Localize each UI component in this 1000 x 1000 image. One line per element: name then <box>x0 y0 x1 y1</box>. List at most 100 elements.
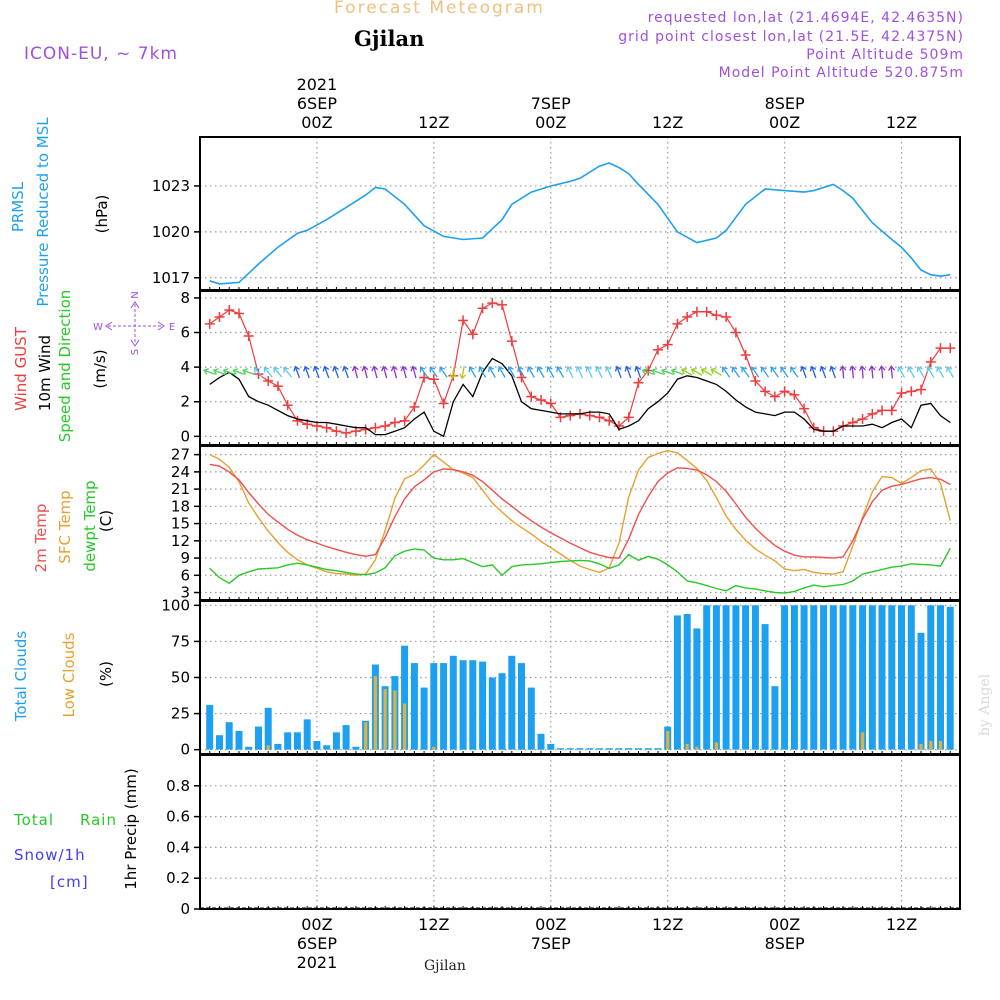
wind-gust-marker <box>935 343 946 354</box>
wind-direction-arrow <box>429 366 438 378</box>
wind-direction-arrow <box>263 366 273 378</box>
total-clouds-bar <box>527 687 535 750</box>
y-tick-label: 24 <box>171 463 190 481</box>
wind-direction-arrow <box>283 366 293 378</box>
wind-gust-marker <box>331 426 342 437</box>
wind-gust-marker <box>233 308 244 319</box>
x-axis-top-label: 6SEP <box>297 94 337 113</box>
wind-direction-arrow <box>390 365 398 379</box>
total-clouds-bar <box>859 605 867 750</box>
wind-gust-marker <box>604 415 615 426</box>
total-clouds-bar <box>771 686 779 750</box>
y-tick-label: 15 <box>171 515 190 533</box>
total-clouds-bar <box>868 605 876 750</box>
low-clouds-bar <box>919 743 923 750</box>
wind-direction-arrow <box>849 365 857 379</box>
precip-snow-label: Snow/1h <box>14 846 86 864</box>
low-clouds-bar <box>714 742 718 750</box>
total-clouds-bar <box>225 722 233 750</box>
wind-gust-marker <box>750 375 761 386</box>
total-clouds-bar <box>907 605 915 750</box>
wind-gust-marker <box>857 414 868 425</box>
x-axis-bottom-label: 12Z <box>418 915 449 934</box>
total-clouds-bar <box>216 735 223 750</box>
total-clouds-bar <box>430 663 438 750</box>
low-clouds-bar <box>666 730 670 750</box>
wind-direction-arrow <box>575 365 584 379</box>
y-tick-label: 21 <box>171 480 190 498</box>
wind-gust-marker <box>438 398 449 409</box>
wind-gust-marker <box>877 405 888 416</box>
wind-direction-arrow <box>507 366 516 378</box>
x-axis-top-label: 7SEP <box>531 94 571 113</box>
y-tick-label: 50 <box>171 669 190 687</box>
wind-gust-marker <box>740 350 751 361</box>
wind-10m-line <box>209 357 951 438</box>
wind-direction-arrow <box>253 366 263 378</box>
wind-gust-marker <box>701 306 712 317</box>
wind-direction-arrow <box>916 366 925 378</box>
total-clouds-bar <box>800 605 808 750</box>
total-clouds-bar <box>323 745 331 750</box>
wind-gust-marker <box>662 339 673 350</box>
y-tick-label: 6 <box>180 324 190 342</box>
wind-direction-arrow <box>273 366 283 378</box>
sfc-temp-line <box>209 449 951 577</box>
total-clouds-bar <box>410 663 418 750</box>
panel-frame <box>199 136 961 291</box>
y-tick-label: 100 <box>161 596 190 614</box>
total-clouds-bar <box>693 628 701 750</box>
total-clouds-bar <box>255 726 262 750</box>
wind-direction-arrow <box>322 365 330 379</box>
wind-direction-arrow <box>809 365 817 379</box>
compass-n: N <box>130 291 141 298</box>
x-axis-bottom-label: 12Z <box>652 915 683 934</box>
x-axis-bottom-label: 12Z <box>886 915 917 934</box>
total-clouds-bar <box>352 746 360 750</box>
total-clouds-bar <box>332 732 340 750</box>
total-clouds-bar <box>498 673 506 750</box>
requested-coords: requested lon,lat (21.4694E, 42.4635N) <box>647 10 964 26</box>
wind-direction-arrow <box>751 366 760 378</box>
y-tick-label: 6 <box>180 566 190 584</box>
wind-direction-arrow <box>634 365 642 379</box>
low-clouds-bar <box>695 746 699 750</box>
x-axis-bottom-label: 00Z <box>301 915 332 934</box>
wind-gust-marker <box>565 410 576 421</box>
wind-gust-marker <box>545 398 556 409</box>
pressure-line <box>209 162 951 285</box>
y-tick-label: 9 <box>180 549 190 567</box>
total-clouds-bar <box>888 605 896 750</box>
y-tick-label: 0 <box>180 427 190 445</box>
precip-total-label: Total <box>14 811 55 829</box>
wind-gust-marker <box>487 298 498 309</box>
total-clouds-bar <box>264 707 272 750</box>
wind-gust-marker <box>243 330 254 341</box>
wind-direction-arrow <box>700 368 713 376</box>
precip-rain-label: Rain <box>80 811 117 829</box>
wind-direction-arrow <box>293 365 301 379</box>
wind-gust-marker <box>477 303 488 314</box>
total-clouds-bar <box>927 605 935 750</box>
total-clouds-bar <box>206 704 214 750</box>
low-clouds-bar <box>929 741 933 750</box>
y-tick-label: 2 <box>180 393 190 411</box>
wind-direction-arrow <box>242 368 255 375</box>
wind-gust-marker <box>730 327 741 338</box>
total-clouds-bar <box>303 719 311 750</box>
total-clouds-bar <box>615 748 623 750</box>
y-tick-label: 1017 <box>152 269 190 287</box>
wind-direction-arrow <box>799 365 807 379</box>
total-clouds-bar <box>898 605 905 750</box>
wind-direction-arrow <box>614 365 622 379</box>
wind-direction-arrow <box>556 366 565 378</box>
y-tick-label: 18 <box>171 497 190 515</box>
total-clouds-bar <box>342 725 350 750</box>
x-axis-bottom-label: 7SEP <box>531 934 571 953</box>
total-clouds-bar <box>401 645 409 750</box>
wind-direction-arrow <box>690 368 703 376</box>
total-clouds-bar <box>790 605 798 750</box>
x-axis-bottom-label: 00Z <box>769 915 800 934</box>
y-tick-label: 27 <box>171 446 190 464</box>
wind-direction-arrow <box>585 365 593 379</box>
